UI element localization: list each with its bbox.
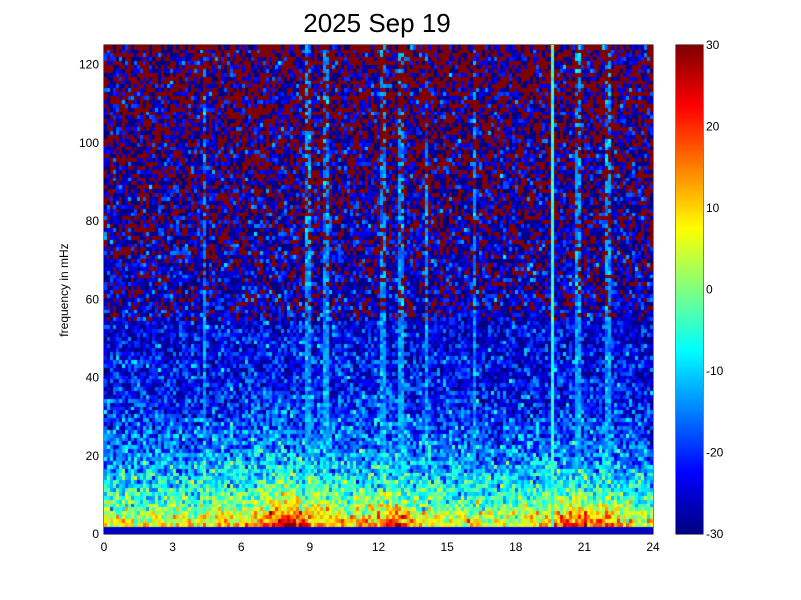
x-tick-label: 12 [372, 540, 386, 554]
chart-title: 2025 Sep 19 [303, 8, 450, 38]
x-tick-label: 24 [646, 540, 660, 554]
colorbar-tick-label: -20 [706, 446, 724, 460]
x-tick-label: 18 [509, 540, 523, 554]
y-tick-label: 100 [79, 136, 99, 150]
y-tick-label: 60 [86, 292, 100, 306]
x-tick-label: 3 [169, 540, 176, 554]
colorbar-tick-label: 30 [706, 38, 720, 52]
x-tick-label: 9 [307, 540, 314, 554]
x-tick-label: 6 [238, 540, 245, 554]
y-tick-label: 40 [86, 371, 100, 385]
colorbar [676, 45, 703, 534]
colorbar-tick-label: 0 [706, 283, 713, 297]
y-axis-label: frequency in mHz [57, 243, 71, 336]
y-tick-label: 80 [86, 214, 100, 228]
spectrogram-heatmap [104, 45, 653, 534]
colorbar-tick-label: -30 [706, 527, 724, 541]
colorbar-axis: 30 20 10 0 -10 -20 -30 [676, 38, 724, 541]
colorbar-tick-label: 10 [706, 201, 720, 215]
x-tick-label: 0 [101, 540, 108, 554]
x-tick-label: 21 [578, 540, 592, 554]
y-tick-label: 20 [86, 449, 100, 463]
colorbar-tick-label: -10 [706, 364, 724, 378]
y-tick-label: 120 [79, 58, 99, 72]
y-tick-label: 0 [92, 527, 99, 541]
x-tick-label: 15 [440, 540, 454, 554]
colorbar-tick-label: 20 [706, 120, 720, 134]
